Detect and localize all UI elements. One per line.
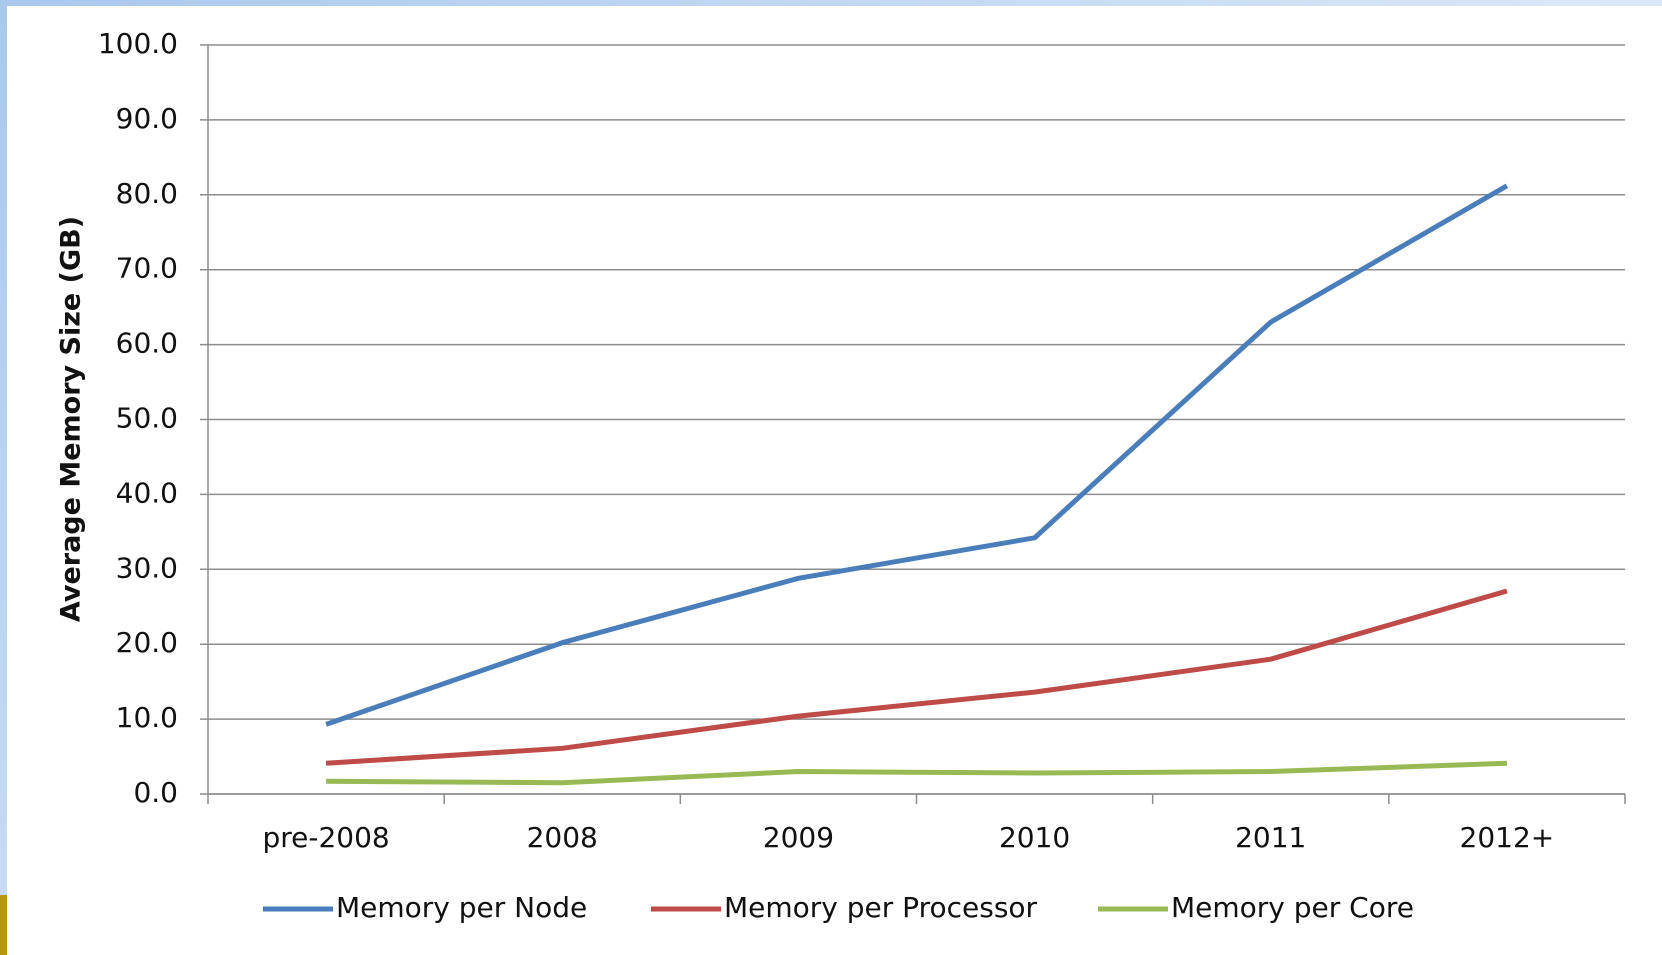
y-tick-label: 50.0: [116, 402, 178, 435]
x-tick-label: 2009: [763, 821, 834, 854]
y-tick-label: 80.0: [116, 177, 178, 210]
x-tick-label: pre-2008: [262, 821, 389, 854]
series-line: [326, 760, 1508, 786]
y-tick-label: 10.0: [116, 701, 178, 734]
legend-label: Memory per Processor: [724, 891, 1038, 924]
y-axis-label: Average Memory Size (GB): [56, 216, 87, 622]
x-tick-label: 2008: [527, 821, 598, 854]
y-tick-label: 100.0: [98, 27, 178, 60]
y-tick-label: 20.0: [116, 626, 178, 659]
legend-label: Memory per Core: [1171, 891, 1414, 924]
series-line: [325, 588, 1508, 766]
x-tick-label: 2011: [1235, 821, 1306, 854]
frame-left: [0, 0, 7, 955]
y-tick-label: 90.0: [116, 102, 178, 135]
series-line: [325, 183, 1509, 727]
y-tick-label: 60.0: [116, 327, 178, 360]
y-tick-label: 40.0: [116, 476, 178, 509]
y-tick-label: 0.0: [133, 776, 178, 809]
frame-top: [0, 0, 1662, 6]
x-tick-label: 2010: [999, 821, 1070, 854]
x-tick-label: 2012+: [1460, 821, 1555, 854]
y-tick-label: 70.0: [116, 252, 178, 285]
legend-label: Memory per Node: [336, 891, 587, 924]
frame-accent: [0, 895, 7, 955]
y-tick-label: 30.0: [116, 551, 178, 584]
